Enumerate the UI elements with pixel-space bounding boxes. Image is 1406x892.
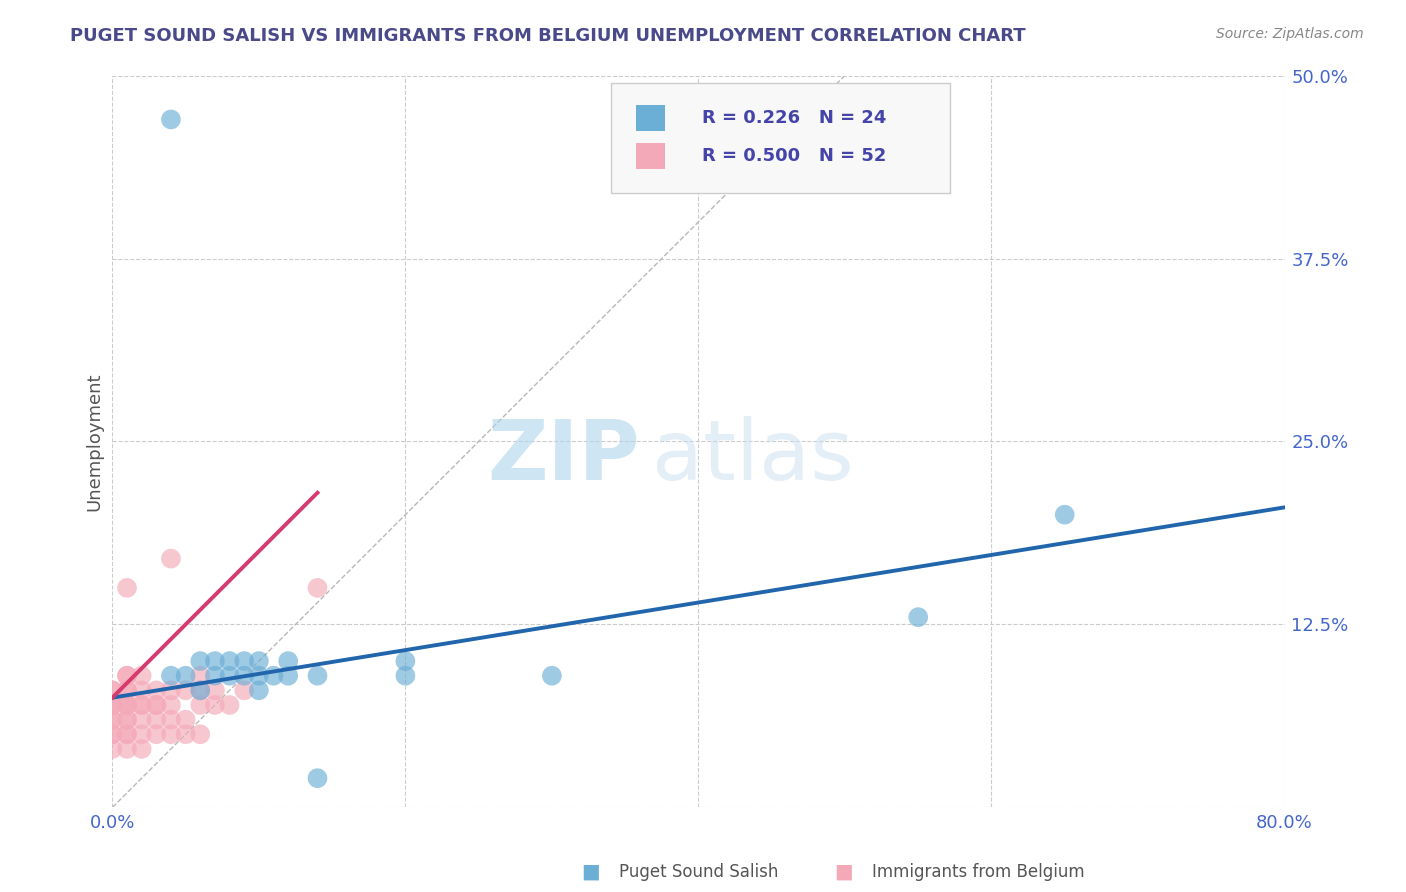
Point [160, 727, 183, 741]
Point [131, 683, 153, 698]
Point [115, 683, 138, 698]
Point [115, 727, 138, 741]
Point [115, 581, 138, 595]
Point [145, 713, 167, 727]
Point [218, 669, 240, 683]
Point [188, 669, 211, 683]
Point [188, 683, 211, 698]
Text: atlas: atlas [651, 416, 853, 497]
FancyBboxPatch shape [637, 144, 665, 169]
Point [204, 683, 226, 698]
Point [160, 112, 183, 127]
Point [131, 713, 153, 727]
Text: Puget Sound Salish: Puget Sound Salish [619, 863, 778, 881]
Point [115, 742, 138, 756]
Point [101, 727, 124, 741]
Text: ▪: ▪ [834, 858, 853, 887]
Text: Immigrants from Belgium: Immigrants from Belgium [872, 863, 1084, 881]
Point [907, 610, 929, 624]
Point [204, 698, 226, 712]
Point [277, 654, 299, 668]
Point [1053, 508, 1076, 522]
Point [115, 669, 138, 683]
Point [204, 654, 226, 668]
Point [307, 771, 329, 785]
Point [115, 698, 138, 712]
Point [115, 698, 138, 712]
Text: R = 0.226   N = 24: R = 0.226 N = 24 [702, 109, 886, 127]
Point [263, 669, 285, 683]
Point [101, 698, 124, 712]
Point [101, 683, 124, 698]
Point [160, 698, 183, 712]
Point [247, 654, 270, 668]
Point [233, 654, 256, 668]
Point [131, 698, 153, 712]
Point [247, 683, 270, 698]
Point [160, 551, 183, 566]
Point [115, 727, 138, 741]
Point [188, 654, 211, 668]
Point [145, 698, 167, 712]
Point [160, 683, 183, 698]
Point [145, 727, 167, 741]
Point [160, 713, 183, 727]
FancyBboxPatch shape [637, 105, 665, 131]
Point [115, 669, 138, 683]
Point [394, 669, 416, 683]
Point [218, 698, 240, 712]
Point [174, 683, 197, 698]
Point [145, 698, 167, 712]
Point [307, 669, 329, 683]
Point [541, 669, 564, 683]
Point [145, 683, 167, 698]
Point [101, 713, 124, 727]
Point [307, 581, 329, 595]
Text: ZIP: ZIP [488, 416, 640, 497]
Point [131, 698, 153, 712]
Point [101, 713, 124, 727]
Point [188, 683, 211, 698]
Text: R = 0.500   N = 52: R = 0.500 N = 52 [702, 147, 886, 165]
Point [101, 727, 124, 741]
Text: ▪: ▪ [581, 858, 600, 887]
Point [247, 669, 270, 683]
Point [101, 742, 124, 756]
Point [394, 654, 416, 668]
Text: Source: ZipAtlas.com: Source: ZipAtlas.com [1216, 27, 1364, 41]
Point [160, 669, 183, 683]
Point [233, 683, 256, 698]
Point [115, 713, 138, 727]
Point [174, 669, 197, 683]
Point [174, 713, 197, 727]
Point [233, 669, 256, 683]
Point [131, 742, 153, 756]
Point [188, 727, 211, 741]
Point [174, 727, 197, 741]
Point [131, 727, 153, 741]
Point [101, 683, 124, 698]
Point [101, 698, 124, 712]
Point [101, 698, 124, 712]
FancyBboxPatch shape [610, 83, 950, 193]
Point [204, 669, 226, 683]
Point [115, 698, 138, 712]
Point [218, 654, 240, 668]
Point [115, 713, 138, 727]
Point [115, 683, 138, 698]
Point [277, 669, 299, 683]
Point [188, 698, 211, 712]
Text: PUGET SOUND SALISH VS IMMIGRANTS FROM BELGIUM UNEMPLOYMENT CORRELATION CHART: PUGET SOUND SALISH VS IMMIGRANTS FROM BE… [70, 27, 1026, 45]
Point [131, 669, 153, 683]
Y-axis label: Unemployment: Unemployment [86, 372, 103, 511]
